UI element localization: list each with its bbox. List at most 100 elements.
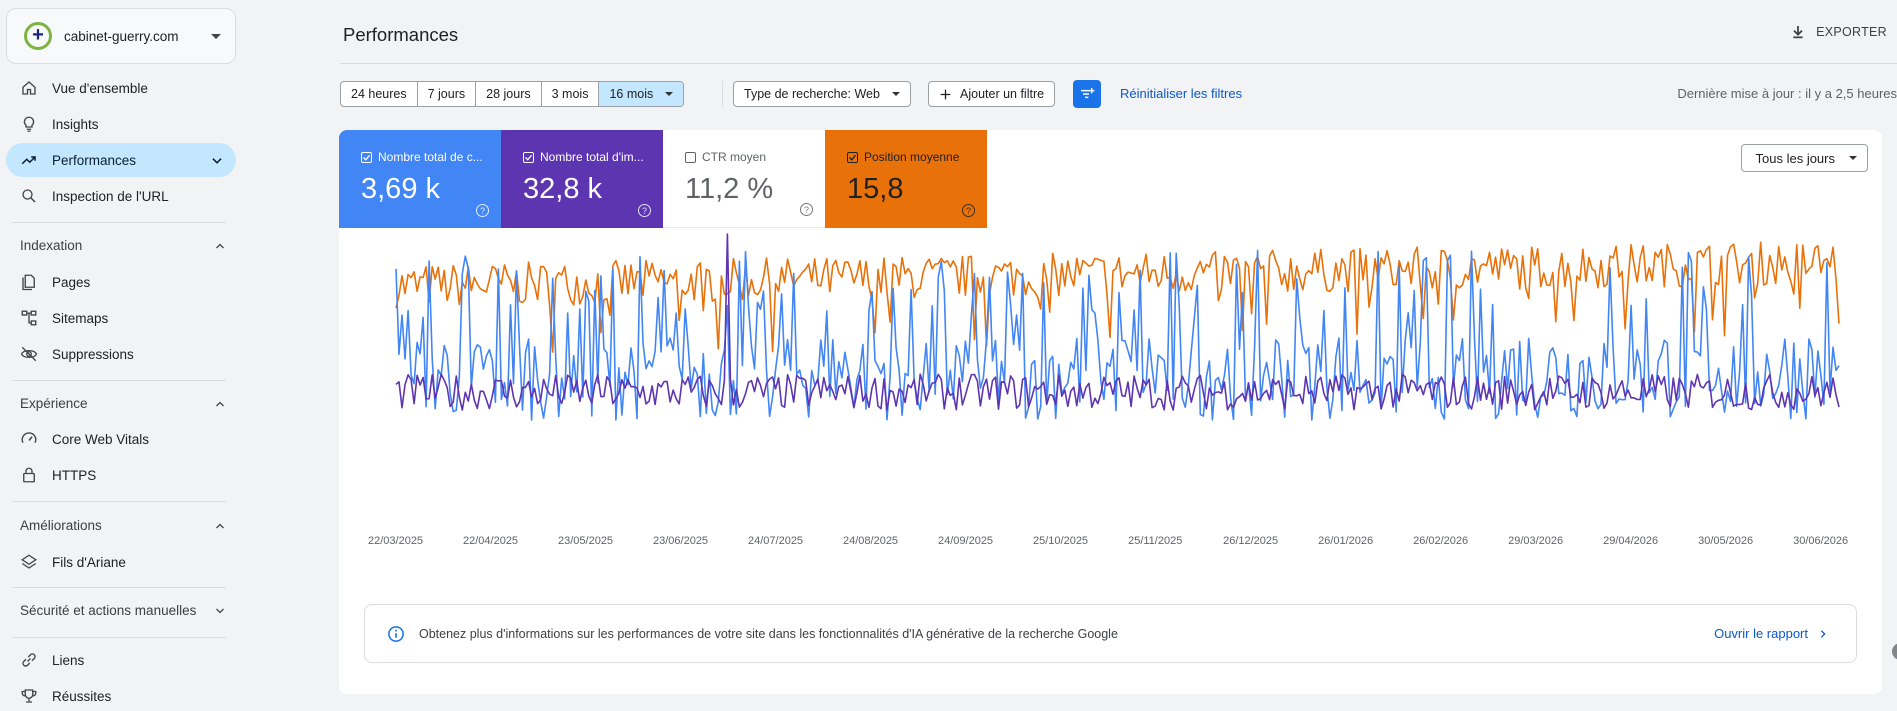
x-tick-label: 26/12/2025 <box>1223 535 1278 547</box>
page-title: Performances <box>343 24 459 45</box>
chevron-down-icon <box>216 608 224 613</box>
metric-position-value: 15,8 <box>847 173 904 205</box>
x-tick-label: 29/03/2026 <box>1508 535 1563 547</box>
open-report-link[interactable]: Ouvrir le rapport <box>1714 626 1828 641</box>
x-tick-label: 22/04/2025 <box>463 535 518 547</box>
nav-links[interactable]: Liens <box>6 643 236 677</box>
nav-removals[interactable]: Suppressions <box>6 337 236 371</box>
metric-ctr-value: 11,2 % <box>685 173 774 205</box>
range-3m[interactable]: 3 mois <box>542 82 600 106</box>
metric-impressions[interactable]: Nombre total d'im... 32,8 k ? <box>501 130 663 228</box>
search-type-dropdown[interactable]: Type de recherche: Web <box>733 81 911 107</box>
export-button[interactable]: EXPORTER <box>1790 24 1887 40</box>
nav-sitemaps[interactable]: Sitemaps <box>6 301 236 335</box>
nav-core-web-vitals[interactable]: Core Web Vitals <box>6 422 236 456</box>
checkbox-checked-icon[interactable] <box>523 151 534 163</box>
download-icon <box>1793 26 1803 39</box>
caret-down-icon <box>891 92 900 96</box>
performance-card: Nombre total de c... 3,69 k ? Nombre tot… <box>339 130 1897 694</box>
nav-url-inspection[interactable]: Inspection de l'URL <box>6 179 236 213</box>
x-tick-label: 22/03/2025 <box>368 535 423 547</box>
add-filter-button[interactable]: Ajouter un filtre <box>928 81 1056 107</box>
layers-icon <box>21 554 37 569</box>
x-tick-label: 26/01/2026 <box>1318 535 1373 547</box>
x-tick-label: 25/11/2025 <box>1128 535 1182 547</box>
metric-position[interactable]: Position moyenne 15,8 ? <box>825 130 987 228</box>
chevron-right-icon <box>1820 629 1826 638</box>
metric-ctr[interactable]: CTR moyen 11,2 % ? <box>663 130 825 228</box>
filter-options-button[interactable] <box>1073 80 1101 108</box>
x-tick-label: 30/06/2026 <box>1793 535 1848 547</box>
x-tick-label: 25/10/2025 <box>1033 535 1088 547</box>
checkbox-unchecked-icon[interactable] <box>685 151 696 163</box>
chevron-up-icon <box>216 243 224 248</box>
trending-up-icon <box>21 156 36 165</box>
section-experience[interactable]: Expérience <box>20 396 236 411</box>
link-icon <box>22 653 36 667</box>
x-tick-label: 23/05/2025 <box>558 535 613 547</box>
x-tick-label: 30/05/2026 <box>1698 535 1753 547</box>
nav-insights[interactable]: Insights <box>6 107 236 141</box>
nav-https[interactable]: HTTPS <box>6 458 236 492</box>
chevron-up-icon <box>216 523 224 528</box>
series-line-impressions <box>395 233 1840 411</box>
date-range-selector: 24 heures 7 jours 28 jours 3 mois 16 moi… <box>340 81 685 107</box>
property-selector[interactable]: + cabinet-guerry.com <box>6 8 236 64</box>
annotation-marker[interactable]: 1 <box>1892 643 1897 660</box>
info-icon <box>388 625 404 642</box>
help-icon[interactable]: ? <box>638 204 651 217</box>
range-28d[interactable]: 28 jours <box>476 82 542 106</box>
speedometer-icon <box>21 432 37 444</box>
range-24h[interactable]: 24 heures <box>341 82 418 106</box>
search-icon <box>22 189 36 203</box>
x-tick-label: 23/06/2025 <box>653 535 708 547</box>
plus-icon <box>940 89 951 99</box>
lock-icon <box>23 467 35 483</box>
divider <box>12 501 226 502</box>
section-ameliorations[interactable]: Améliorations <box>20 518 236 533</box>
property-name: cabinet-guerry.com <box>64 28 179 44</box>
reset-filters-link[interactable]: Réinitialiser les filtres <box>1120 86 1243 101</box>
metric-clicks[interactable]: Nombre total de c... 3,69 k ? <box>339 130 501 228</box>
divider <box>12 587 226 588</box>
nav-breadcrumbs[interactable]: Fils d'Ariane <box>6 545 236 579</box>
nav-overview[interactable]: Vue d'ensemble <box>6 71 236 105</box>
banner-text: Obtenez plus d'informations sur les perf… <box>419 626 1118 641</box>
sidebar: + cabinet-guerry.com Vue d'ensemble Insi… <box>0 0 245 711</box>
help-icon[interactable]: ? <box>962 204 975 217</box>
section-securite[interactable]: Sécurité et actions manuelles <box>20 603 236 618</box>
days-dropdown[interactable]: Tous les jours <box>1740 144 1868 172</box>
chevron-down-icon <box>212 158 222 164</box>
x-tick-label: 24/07/2025 <box>748 535 803 547</box>
help-icon[interactable]: ? <box>800 203 813 216</box>
series-line-position <box>395 241 1840 353</box>
x-tick-label: 24/09/2025 <box>938 535 993 547</box>
x-tick-label: 29/04/2026 <box>1603 535 1658 547</box>
checkbox-checked-icon[interactable] <box>847 151 858 163</box>
divider <box>12 222 226 223</box>
nav-pages[interactable]: Pages <box>6 265 236 299</box>
checkbox-checked-icon[interactable] <box>361 151 372 163</box>
property-logo: + <box>24 22 52 50</box>
divider <box>722 81 723 107</box>
filter-list-icon <box>1081 88 1095 99</box>
nav-achievements[interactable]: Réussites <box>6 679 236 711</box>
eye-off-icon <box>20 346 38 362</box>
metric-impressions-value: 32,8 k <box>523 173 602 205</box>
help-icon[interactable]: ? <box>476 204 489 217</box>
sitemap-icon <box>21 310 37 326</box>
section-indexation[interactable]: Indexation <box>20 238 236 253</box>
lightbulb-icon <box>23 116 35 132</box>
performance-chart[interactable]: 22/03/2025 22/04/2025 23/05/2025 23/06/2025… <box>339 130 1882 550</box>
divider <box>12 380 226 381</box>
home-icon <box>22 81 36 95</box>
x-tick-label: 24/08/2025 <box>843 535 898 547</box>
nav-performances[interactable]: Performances <box>6 143 236 177</box>
range-16m[interactable]: 16 mois <box>599 82 684 106</box>
divider <box>12 637 226 638</box>
caret-down-icon <box>211 34 221 39</box>
metric-clicks-value: 3,69 k <box>361 173 440 205</box>
series-line-clicks <box>395 249 1840 421</box>
x-tick-label: 26/02/2026 <box>1413 535 1468 547</box>
range-7d[interactable]: 7 jours <box>418 82 477 106</box>
